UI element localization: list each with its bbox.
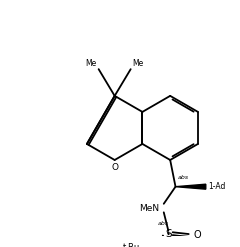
Text: Me: Me [132, 59, 144, 68]
Text: Me: Me [86, 59, 97, 68]
Text: S: S [165, 229, 172, 239]
Text: t-Bu: t-Bu [123, 243, 140, 247]
Text: 1-Ad: 1-Ad [208, 182, 226, 191]
Text: O: O [193, 230, 201, 241]
Text: abs: abs [178, 175, 189, 180]
Text: MeN: MeN [139, 204, 160, 213]
Polygon shape [175, 184, 206, 189]
Text: O: O [111, 163, 118, 172]
Text: abs: abs [157, 221, 169, 226]
